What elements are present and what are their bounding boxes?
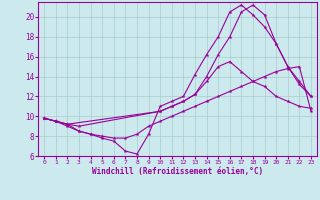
X-axis label: Windchill (Refroidissement éolien,°C): Windchill (Refroidissement éolien,°C) (92, 167, 263, 176)
